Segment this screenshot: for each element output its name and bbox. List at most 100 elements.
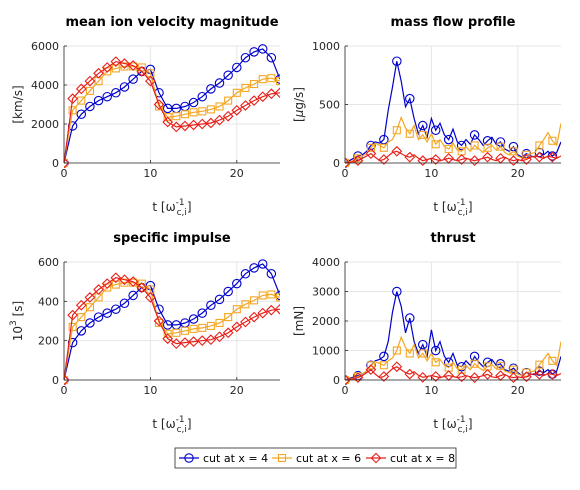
data-point-marker bbox=[111, 64, 120, 73]
data-point-marker bbox=[232, 62, 242, 73]
y-tick-label: 400 bbox=[38, 295, 59, 308]
data-point-marker bbox=[214, 294, 225, 305]
y-axis-label: [mN] bbox=[292, 306, 306, 336]
data-point-marker bbox=[111, 280, 120, 289]
data-point-marker bbox=[241, 300, 250, 309]
data-point-marker bbox=[266, 269, 277, 279]
data-point-marker bbox=[76, 326, 87, 336]
y-tick-label: 600 bbox=[38, 256, 59, 269]
data-point-marker bbox=[482, 151, 493, 163]
legend: cut at x = 4 cut at x = 6 cut at x = 8 bbox=[174, 447, 457, 469]
y-axis-label: [μg/s] bbox=[292, 87, 306, 122]
data-point-marker bbox=[231, 321, 243, 333]
data-point-marker bbox=[93, 284, 104, 295]
y-axis-label: 103 [s] bbox=[9, 301, 25, 341]
legend-entry-3: cut at x = 8 bbox=[366, 452, 455, 465]
data-point-marker bbox=[417, 155, 429, 167]
series-1 bbox=[64, 44, 280, 168]
series-line bbox=[64, 48, 280, 164]
data-point-marker bbox=[456, 154, 468, 165]
data-point-marker bbox=[430, 125, 441, 135]
data-point-marker bbox=[548, 136, 557, 145]
legend-label: cut at x = 8 bbox=[390, 452, 455, 465]
data-point-marker bbox=[535, 360, 544, 369]
series-1 bbox=[345, 56, 561, 168]
data-point-marker bbox=[145, 75, 156, 87]
y-tick-label: 3000 bbox=[312, 286, 340, 299]
x-axis-label: t [ω-1 c,i] bbox=[433, 198, 472, 218]
data-point-marker bbox=[223, 70, 233, 81]
x-tick-label: 20 bbox=[230, 384, 244, 397]
data-point-marker bbox=[275, 293, 280, 302]
data-point-marker bbox=[67, 309, 79, 321]
data-point-marker bbox=[430, 154, 442, 165]
data-point-marker bbox=[188, 314, 199, 324]
series-2 bbox=[64, 278, 280, 385]
data-point-marker bbox=[170, 338, 182, 349]
data-point-marker bbox=[232, 88, 241, 97]
x-tick-label: 20 bbox=[230, 167, 244, 180]
data-point-marker bbox=[206, 300, 216, 311]
data-point-marker bbox=[224, 96, 233, 105]
chart-title: mass flow profile bbox=[391, 15, 516, 30]
data-point-marker bbox=[470, 359, 479, 368]
data-point-marker bbox=[179, 120, 191, 132]
data-point-marker bbox=[64, 374, 70, 386]
data-point-marker bbox=[249, 47, 259, 57]
data-point-marker bbox=[482, 369, 493, 380]
series-line bbox=[64, 282, 280, 381]
data-point-marker bbox=[222, 327, 234, 339]
data-point-marker bbox=[136, 65, 148, 77]
data-point-marker bbox=[365, 364, 377, 376]
data-point-marker bbox=[469, 372, 480, 384]
data-point-marker bbox=[84, 292, 96, 303]
data-point-marker bbox=[223, 286, 233, 297]
data-point-marker bbox=[196, 118, 208, 130]
data-point-marker bbox=[119, 82, 130, 92]
series-line bbox=[345, 61, 561, 164]
data-point-marker bbox=[275, 290, 280, 301]
legend-label: cut at x = 6 bbox=[296, 452, 361, 465]
data-point-marker bbox=[430, 371, 442, 382]
data-point-marker bbox=[265, 304, 277, 316]
data-point-marker bbox=[68, 322, 77, 331]
data-point-marker bbox=[196, 335, 208, 347]
data-point-marker bbox=[534, 151, 545, 163]
chart-title: specific impulse bbox=[113, 231, 231, 246]
data-point-marker bbox=[101, 278, 113, 290]
data-point-marker bbox=[366, 361, 375, 370]
data-point-marker bbox=[404, 151, 416, 163]
data-point-marker bbox=[241, 83, 250, 92]
data-point-marker bbox=[457, 365, 466, 374]
data-point-marker bbox=[127, 276, 139, 288]
data-point-marker bbox=[240, 269, 251, 279]
data-point-marker bbox=[250, 296, 259, 305]
data-point-marker bbox=[521, 154, 532, 165]
data-point-marker bbox=[266, 52, 277, 63]
y-tick-label: 0 bbox=[333, 157, 340, 170]
data-point-marker bbox=[232, 305, 241, 314]
data-point-marker bbox=[189, 108, 198, 117]
data-point-marker bbox=[418, 130, 427, 139]
data-point-marker bbox=[231, 104, 243, 116]
data-point-marker bbox=[365, 148, 377, 160]
data-point-marker bbox=[495, 359, 506, 369]
x-tick-label: 10 bbox=[143, 167, 157, 180]
data-point-marker bbox=[214, 331, 225, 343]
data-point-marker bbox=[64, 157, 70, 169]
data-point-marker bbox=[546, 151, 558, 163]
data-point-marker bbox=[482, 136, 493, 146]
data-point-marker bbox=[456, 361, 467, 372]
data-point-marker bbox=[215, 102, 224, 111]
series-line bbox=[64, 277, 280, 381]
data-point-marker bbox=[198, 323, 207, 332]
x-axis-label: t [ω-1 c,i] bbox=[433, 415, 472, 435]
data-point-marker bbox=[85, 303, 94, 312]
data-point-marker bbox=[496, 142, 505, 151]
series-3 bbox=[64, 272, 280, 386]
data-point-marker bbox=[258, 291, 267, 300]
y-tick-label: 2000 bbox=[31, 118, 59, 131]
data-point-marker bbox=[188, 97, 199, 108]
data-point-marker bbox=[214, 114, 225, 126]
